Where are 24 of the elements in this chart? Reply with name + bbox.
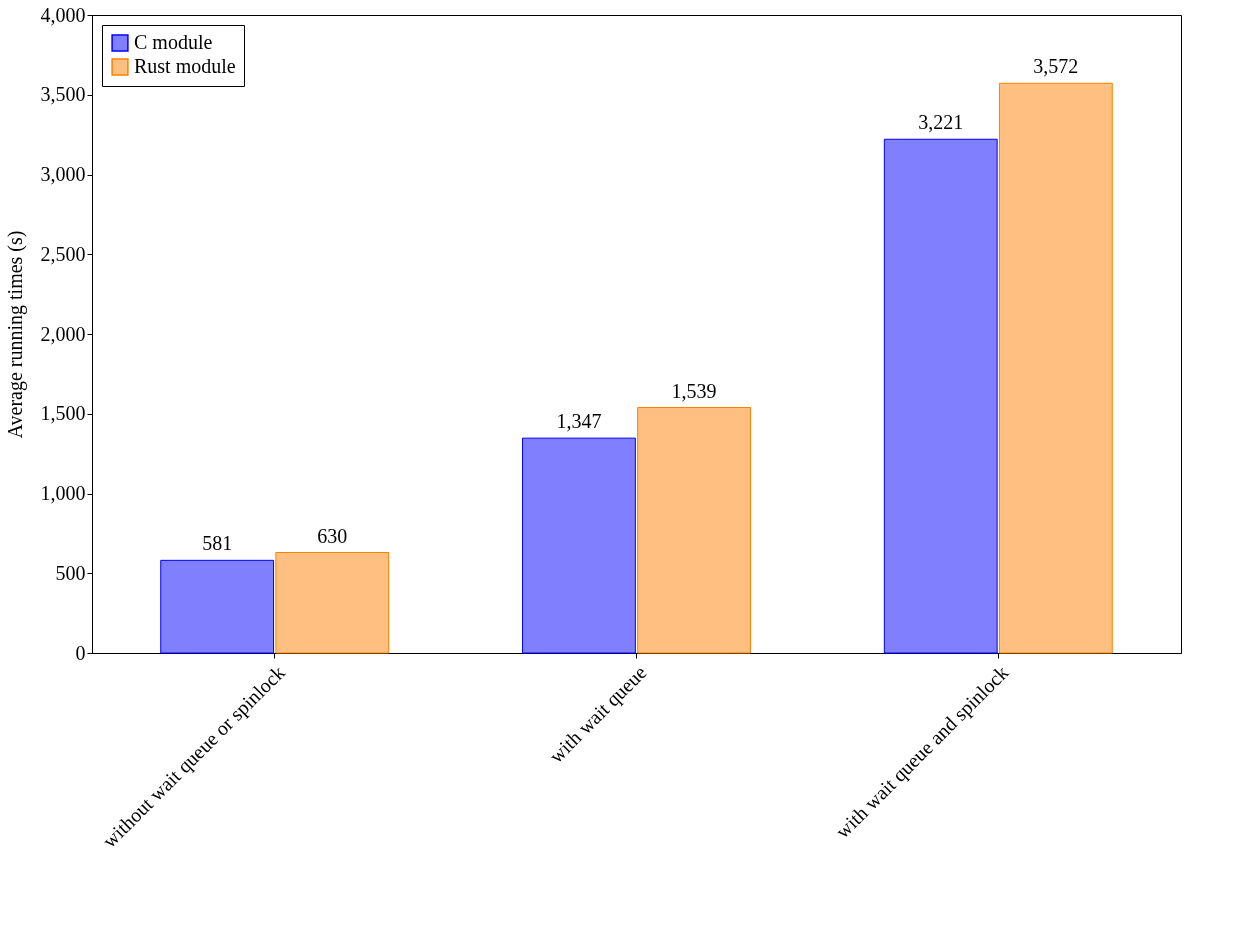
y-tick-label: 2,000 [40,322,86,345]
data-label: 1,347 [556,410,602,433]
y-tick-label: 4,000 [40,3,86,26]
legend-label: C module [134,31,213,53]
y-tick-label: 0 [75,641,86,664]
data-label: 630 [317,524,348,547]
y-tick-label: 500 [55,561,86,584]
y-tick-label: 1,500 [40,402,86,425]
data-label: 581 [202,532,233,555]
y-axis-title: Average running times (s) [3,230,27,439]
bar [160,559,275,654]
y-tick-label: 1,000 [40,482,86,504]
bar [883,138,998,654]
y-tick-label: 3,500 [40,83,86,106]
data-label: 1,539 [671,379,717,402]
bar [998,82,1113,654]
y-tick-label: 3,000 [40,163,86,185]
bar [637,407,751,654]
bar [275,552,390,654]
data-label: 3,221 [918,111,964,134]
bar [522,437,636,654]
y-tick-label: 2,500 [40,242,86,265]
legend-label: Rust module [134,55,236,77]
data-label: 3,572 [1033,55,1079,78]
